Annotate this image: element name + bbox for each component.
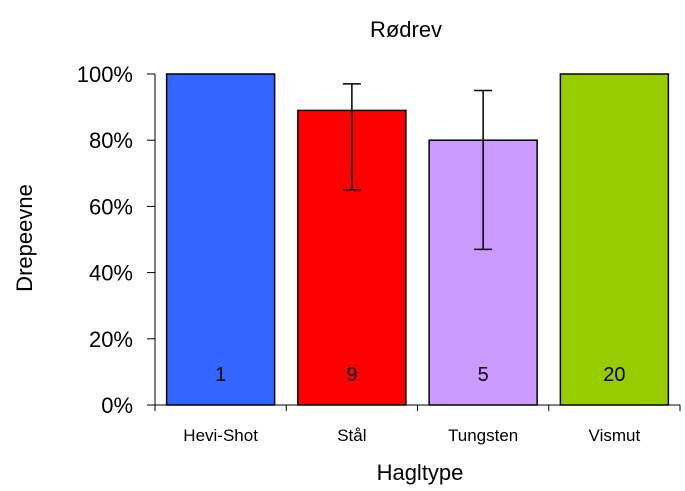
chart-title: Rødrev [370, 17, 442, 42]
x-tick-label: Tungsten [448, 426, 518, 445]
y-axis-label: Drepeevne [12, 184, 37, 292]
y-tick-label: 80% [89, 128, 133, 153]
bar-count-label: 9 [346, 364, 357, 386]
y-tick-label: 100% [77, 62, 133, 87]
x-tick-label: Vismut [589, 426, 641, 445]
x-tick-label: Stål [337, 426, 366, 445]
bar [165, 73, 276, 406]
bar-count-label: 20 [603, 364, 625, 386]
y-tick-label: 20% [89, 327, 133, 352]
x-tick-label: Hevi-Shot [183, 426, 258, 445]
bar-count-label: 5 [478, 364, 489, 386]
y-tick-label: 0% [101, 393, 133, 418]
x-axis-label: Hagltype [377, 460, 464, 485]
y-tick-label: 60% [89, 194, 133, 219]
plot-area: 0% 20% 40% 60% 80% 100% 1 Hevi-Shot 9 Stål 5 Tungst… [77, 62, 681, 445]
y-tick-label: 40% [89, 261, 133, 286]
bar [559, 73, 670, 406]
bar-count-label: 1 [215, 364, 226, 386]
